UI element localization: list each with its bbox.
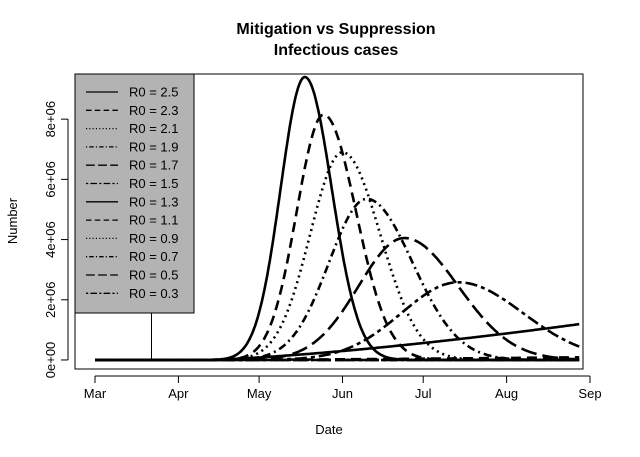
y-axis-label: Number bbox=[5, 197, 20, 244]
y-tick-label-3: 6e+06 bbox=[43, 161, 58, 198]
chart-title: Mitigation vs Suppression bbox=[236, 21, 435, 38]
y-axis: 0e+00 2e+06 4e+06 6e+06 8e+06 bbox=[43, 101, 69, 379]
legend-label-4: R0 = 1.7 bbox=[129, 158, 179, 173]
legend-label-8: R0 = 0.9 bbox=[129, 231, 179, 246]
x-tick-label-2: May bbox=[247, 386, 272, 401]
y-tick-label-2: 4e+06 bbox=[43, 221, 58, 258]
x-tick-label-3: Jun bbox=[332, 386, 353, 401]
legend-label-3: R0 = 1.9 bbox=[129, 139, 179, 154]
y-tick-label-0: 0e+00 bbox=[43, 342, 58, 379]
legend-label-9: R0 = 0.7 bbox=[129, 249, 179, 264]
y-tick-label-4: 8e+06 bbox=[43, 101, 58, 138]
x-tick-label-5: Aug bbox=[495, 386, 518, 401]
x-axis-label: Date bbox=[315, 422, 342, 437]
x-tick-label-4: Jul bbox=[415, 386, 432, 401]
legend-label-6: R0 = 1.3 bbox=[129, 194, 179, 209]
plot-frame bbox=[74, 73, 584, 370]
series-layer bbox=[95, 75, 580, 362]
legend-label-5: R0 = 1.5 bbox=[129, 176, 179, 191]
y-tick-label-1: 2e+06 bbox=[43, 282, 58, 319]
legend: R0 = 2.5 R0 = 2.3 R0 = 2.1 R0 = 1.9 R0 = 1.7… bbox=[74, 73, 195, 314]
x-tick-label-6: Sep bbox=[578, 386, 601, 401]
legend-label-2: R0 = 2.1 bbox=[129, 121, 179, 136]
x-axis: Mar Apr May Jun Jul Aug Sep bbox=[84, 375, 602, 401]
series-line-6 bbox=[95, 322, 580, 362]
legend-label-7: R0 = 1.1 bbox=[129, 213, 179, 228]
x-tick-label-0: Mar bbox=[84, 386, 107, 401]
x-tick-label-1: Apr bbox=[168, 386, 189, 401]
chart-subtitle: Infectious cases bbox=[274, 42, 399, 59]
legend-label-0: R0 = 2.5 bbox=[129, 85, 179, 100]
legend-label-1: R0 = 2.3 bbox=[129, 103, 179, 118]
legend-label-11: R0 = 0.3 bbox=[129, 286, 179, 301]
legend-label-10: R0 = 0.5 bbox=[129, 268, 179, 283]
